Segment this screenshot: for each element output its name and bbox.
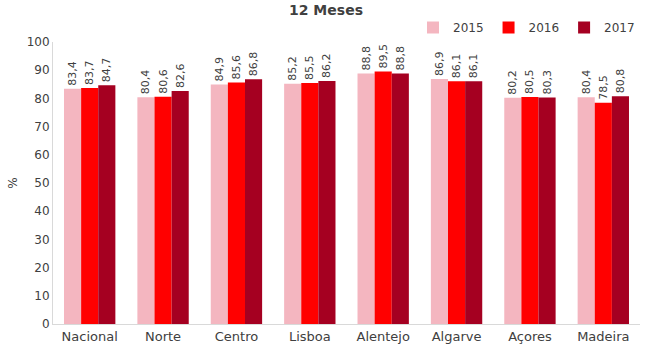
svg-text:10: 10: [34, 289, 49, 303]
svg-text:Norte: Norte: [145, 329, 181, 344]
svg-text:Açores: Açores: [508, 329, 552, 344]
svg-text:85,2: 85,2: [286, 56, 299, 81]
svg-text:100: 100: [27, 35, 50, 49]
svg-text:86,2: 86,2: [320, 53, 333, 78]
svg-text:84,7: 84,7: [100, 58, 113, 83]
svg-text:86,8: 86,8: [247, 52, 260, 77]
svg-text:85,6: 85,6: [230, 55, 243, 80]
svg-text:80,4: 80,4: [139, 70, 152, 95]
svg-text:80,6: 80,6: [157, 69, 170, 94]
svg-text:80,3: 80,3: [541, 70, 554, 95]
svg-text:85,5: 85,5: [303, 55, 316, 80]
svg-text:82,6: 82,6: [174, 64, 187, 89]
svg-text:40: 40: [34, 204, 49, 218]
svg-text:70: 70: [34, 120, 49, 134]
svg-text:88,8: 88,8: [360, 46, 373, 71]
svg-text:20: 20: [34, 261, 49, 275]
svg-text:50: 50: [34, 176, 49, 190]
svg-text:84,9: 84,9: [213, 57, 226, 82]
svg-text:88,8: 88,8: [394, 46, 407, 71]
svg-text:90: 90: [34, 63, 49, 77]
svg-text:86,1: 86,1: [450, 54, 463, 78]
svg-text:83,7: 83,7: [83, 60, 96, 85]
svg-text:86,1: 86,1: [467, 54, 480, 78]
svg-text:2016: 2016: [529, 21, 560, 35]
svg-text:2017: 2017: [604, 21, 635, 35]
svg-text:80,5: 80,5: [523, 69, 536, 94]
svg-text:Centro: Centro: [215, 329, 258, 344]
svg-text:80: 80: [34, 92, 49, 106]
svg-text:80,4: 80,4: [580, 70, 593, 95]
svg-text:80,2: 80,2: [506, 70, 519, 95]
svg-text:86,9: 86,9: [433, 51, 446, 76]
svg-text:83,4: 83,4: [66, 61, 79, 85]
svg-text:Madeira: Madeira: [577, 329, 629, 344]
svg-text:Algarve: Algarve: [432, 329, 482, 344]
svg-text:30: 30: [34, 233, 49, 247]
svg-text:Nacional: Nacional: [62, 329, 118, 344]
svg-text:60: 60: [34, 148, 49, 162]
svg-text:2015: 2015: [453, 21, 484, 35]
svg-text:12 Meses: 12 Meses: [289, 2, 363, 18]
svg-text:Alentejo: Alentejo: [356, 329, 409, 344]
svg-text:Lisboa: Lisboa: [289, 329, 331, 344]
svg-text:89,5: 89,5: [377, 44, 390, 69]
svg-text:78,5: 78,5: [597, 75, 610, 100]
svg-text:80,8: 80,8: [614, 69, 627, 94]
svg-text:%: %: [6, 177, 20, 188]
svg-text:0: 0: [42, 317, 50, 331]
